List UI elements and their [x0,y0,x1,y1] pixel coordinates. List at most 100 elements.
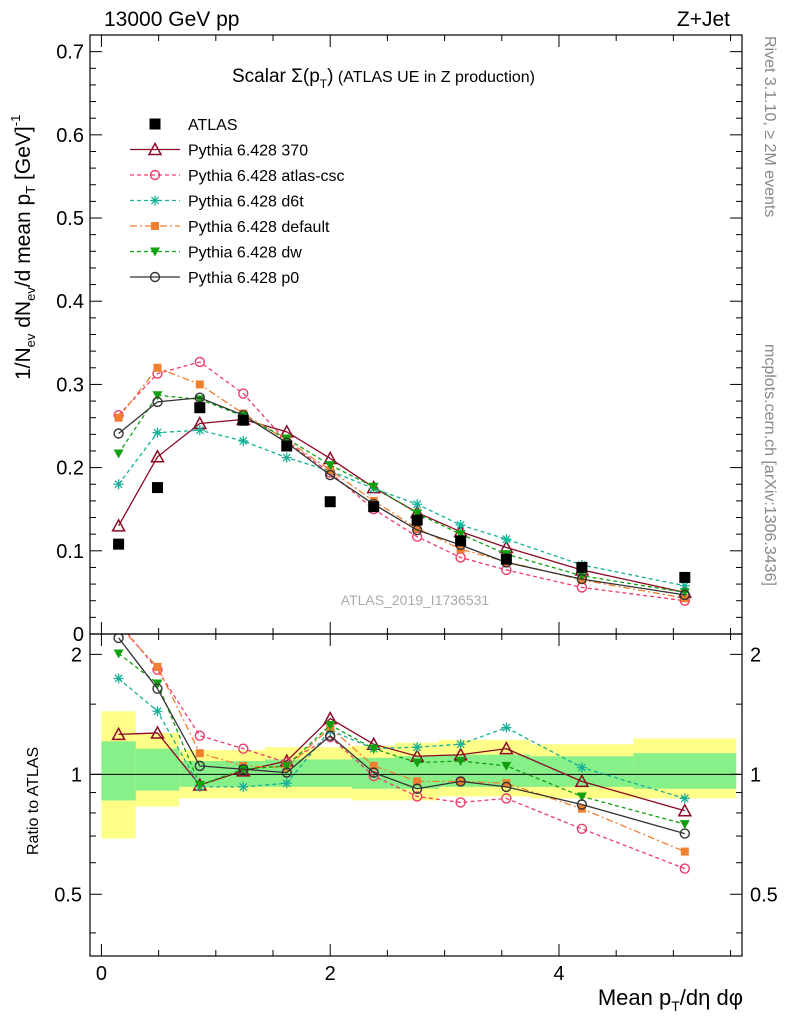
legend: ATLAS Pythia 6.428 370 Pythia 6.428 atlas-… [130,117,345,287]
main-series-line-2 [118,429,685,587]
legend-marker [149,271,161,283]
main-series-line-1 [118,361,685,602]
ratio-ytick-label-right: 0.5 [750,884,778,906]
legend-marker-data [149,118,161,130]
main-ytick-label: 0.3 [56,374,84,396]
ratio-series-point [455,739,466,750]
ratio-series-point [455,776,466,787]
ratio-ytick-label: 0.5 [54,884,82,906]
ratio-series-point [412,742,423,753]
data-point [113,538,125,550]
ratio-series-point [679,863,691,874]
main-series-point [412,509,423,519]
data-point [324,496,336,508]
ratio-series-point [368,744,379,754]
main-ytick-label: 0.7 [56,42,84,64]
ratio-series-point [281,778,292,789]
ratio-series-point [501,793,512,804]
chart-title-main: Scalar Σ(p [232,66,320,87]
ratio-ytick-label-right: 2 [750,644,761,666]
analysis-watermark: ATLAS_2019_I1736531 [341,592,490,608]
main-series-line-3 [118,366,685,599]
main-series-point [150,449,165,463]
main-series-point [153,363,162,372]
main-panel: 0 0.1 0.2 0.3 0.4 0.5 0.6 0.7 ATLAS Pythia 6.428 … [56,34,743,646]
main-ytick-label: 0.2 [56,458,84,480]
ratio-series-point [455,757,466,767]
ratio-panel: 0 2 40.5 0.51 12 2 [54,622,778,985]
ratio-series-point [576,792,587,802]
mcplots-label: mcplots.cern.ch [arXiv:1306.3436] [761,344,778,586]
ratio-series-point [150,725,165,739]
ratio-series-point [576,799,588,810]
data-point [237,414,249,426]
chart-title-close: ) [327,66,333,87]
ratio-series-point [412,758,423,768]
x-tick-label: 0 [96,963,107,985]
main-series-point [111,518,126,532]
ratio-series-group [111,622,693,874]
x-tick-label: 2 [325,963,336,985]
data-point [368,501,380,513]
ratio-series-point [576,823,588,834]
legend-label: Pythia 6.428 default [188,219,330,236]
ratio-ylabel: Ratio to ATLAS [25,747,42,855]
ratio-series-point [152,683,163,694]
data-point [194,402,206,414]
ratio-series-point [238,764,249,775]
ratio-series-point [152,706,163,717]
main-series-point [238,388,249,399]
main-ytick-label: 0.4 [56,291,84,313]
legend-label: Pythia 6.428 dw [188,245,302,262]
main-series-point [238,435,249,446]
main-series-point [194,425,205,436]
ratio-series-point [194,730,206,741]
ratio-series-point [236,763,251,777]
ratio-series-point [679,793,690,804]
header-right-label: Z+Jet [677,8,730,31]
ratio-series-point [368,770,379,782]
ratio-ytick-label-right: 1 [750,764,761,786]
ratio-series-point [238,781,249,792]
ratio-series-line-0 [118,717,685,812]
data-point [411,514,423,526]
main-series-point [195,380,204,389]
ratio-stat-band [308,759,352,787]
chart-title-sub: T [320,77,328,91]
ratio-series-point [679,820,690,830]
x-tick-label: 4 [553,963,564,985]
main-series-point [455,520,466,531]
legend-label: Pythia 6.428 atlas-csc [188,168,345,185]
ratio-series-point [369,761,378,770]
main-series-point [680,594,689,603]
ratio-series-point [325,730,336,741]
main-ylabel: 1/Nev dNev/d mean pT [GeV]-1 [8,115,38,380]
main-series-point [152,427,163,438]
ratio-series-line-4 [118,653,685,825]
x-axis-label: Mean pT/dη dφ [598,985,743,1014]
ratio-series-point [111,726,126,741]
main-series-point [576,571,587,581]
legend-label: Pythia 6.428 p0 [188,270,299,287]
main-series-point [679,580,690,591]
rivet-label: Rivet 3.1.10, ≥ 2M events [761,36,778,217]
legend-label: Pythia 6.428 370 [188,143,308,160]
ratio-series-point [368,767,379,778]
main-series-point [152,396,163,408]
main-series-point [325,461,336,471]
legend-marker [150,195,160,206]
main-series-point [501,534,512,545]
ratio-series-point [238,743,249,754]
ratio-series-point [574,773,590,788]
main-ytick-label: 0 [73,624,84,646]
main-series-point [576,573,588,585]
ratio-series-point [411,791,423,802]
main-ytick-label: 0.5 [56,208,84,230]
ratio-series-point [115,622,123,630]
ratio-series-point [153,662,162,671]
legend-label-data: ATLAS [188,117,238,134]
chart-title: Scalar Σ(pT) (ATLAS UE in Z production) [232,66,535,91]
main-series-point [114,413,123,422]
ratio-series-point [680,847,689,856]
legend-marker [149,169,161,181]
